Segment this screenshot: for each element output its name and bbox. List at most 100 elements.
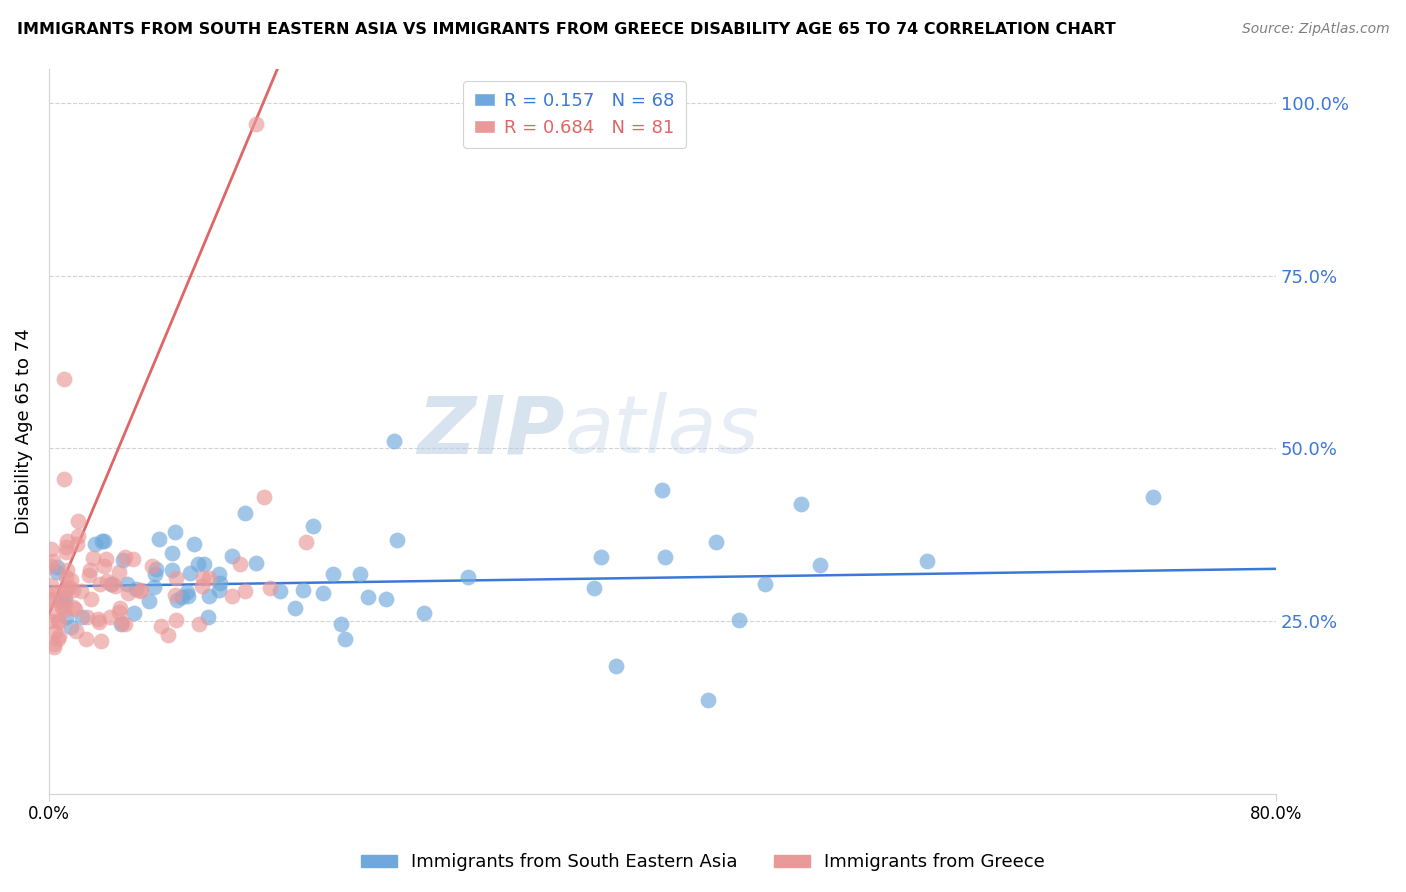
- Point: [312, 586, 335, 600]
- Point: [789, 497, 811, 511]
- Point: [53, 603, 76, 617]
- Point: [39, 559, 62, 574]
- Point: [808, 558, 831, 572]
- Point: [83, 537, 105, 551]
- Point: [374, 591, 396, 606]
- Point: [82, 550, 104, 565]
- Point: [39, 542, 62, 557]
- Point: [66, 514, 89, 528]
- Text: IMMIGRANTS FROM SOUTH EASTERN ASIA VS IMMIGRANTS FROM GREECE DISABILITY AGE 65 T: IMMIGRANTS FROM SOUTH EASTERN ASIA VS IM…: [17, 22, 1115, 37]
- Point: [89, 576, 111, 591]
- Point: [145, 562, 167, 576]
- Point: [100, 576, 122, 591]
- Point: [93, 534, 115, 549]
- Point: [221, 589, 243, 603]
- Point: [706, 534, 728, 549]
- Point: [197, 571, 219, 585]
- Point: [191, 579, 214, 593]
- Point: [62, 583, 84, 598]
- Point: [177, 589, 200, 603]
- Point: [112, 553, 135, 567]
- Point: [42, 591, 65, 606]
- Point: [208, 582, 231, 597]
- Point: [333, 632, 356, 646]
- Text: atlas: atlas: [564, 392, 759, 470]
- Point: [117, 586, 139, 600]
- Point: [122, 606, 145, 620]
- Point: [187, 617, 209, 632]
- Point: [87, 612, 110, 626]
- Point: [170, 590, 193, 604]
- Point: [108, 605, 131, 619]
- Point: [53, 591, 76, 606]
- Point: [176, 584, 198, 599]
- Point: [197, 610, 219, 624]
- Point: [108, 565, 131, 579]
- Point: [80, 591, 103, 606]
- Point: [53, 372, 76, 386]
- Legend: Immigrants from South Eastern Asia, Immigrants from Greece: Immigrants from South Eastern Asia, Immi…: [353, 847, 1053, 879]
- Point: [138, 594, 160, 608]
- Y-axis label: Disability Age 65 to 74: Disability Age 65 to 74: [15, 328, 32, 534]
- Point: [65, 624, 87, 639]
- Point: [114, 549, 136, 564]
- Point: [253, 490, 276, 504]
- Point: [55, 540, 77, 554]
- Point: [651, 483, 673, 497]
- Point: [55, 569, 77, 583]
- Point: [96, 574, 118, 589]
- Point: [229, 557, 252, 571]
- Point: [46, 614, 69, 628]
- Point: [1142, 490, 1164, 504]
- Point: [53, 597, 76, 611]
- Point: [183, 537, 205, 551]
- Point: [160, 563, 183, 577]
- Point: [233, 584, 256, 599]
- Point: [191, 571, 214, 585]
- Point: [269, 583, 291, 598]
- Text: Source: ZipAtlas.com: Source: ZipAtlas.com: [1241, 22, 1389, 37]
- Point: [45, 585, 67, 599]
- Point: [165, 524, 187, 539]
- Point: [48, 615, 70, 629]
- Point: [654, 550, 676, 565]
- Point: [90, 533, 112, 548]
- Point: [56, 563, 79, 577]
- Point: [76, 610, 98, 624]
- Point: [103, 579, 125, 593]
- Point: [245, 556, 267, 570]
- Point: [75, 632, 97, 646]
- Point: [727, 613, 749, 627]
- Point: [45, 565, 67, 579]
- Point: [70, 610, 93, 624]
- Point: [605, 659, 627, 673]
- Point: [46, 632, 69, 647]
- Point: [122, 552, 145, 566]
- Point: [292, 583, 315, 598]
- Point: [157, 627, 180, 641]
- Point: [193, 557, 215, 571]
- Point: [330, 617, 353, 632]
- Point: [101, 577, 124, 591]
- Point: [245, 117, 267, 131]
- Point: [58, 580, 80, 594]
- Point: [129, 582, 152, 597]
- Point: [165, 613, 187, 627]
- Point: [51, 594, 73, 608]
- Point: [150, 619, 173, 633]
- Point: [67, 529, 90, 543]
- Point: [233, 506, 256, 520]
- Point: [187, 557, 209, 571]
- Text: ZIP: ZIP: [418, 392, 564, 470]
- Point: [162, 546, 184, 560]
- Point: [79, 563, 101, 577]
- Point: [42, 640, 65, 654]
- Point: [302, 519, 325, 533]
- Point: [42, 637, 65, 651]
- Point: [53, 472, 76, 486]
- Point: [39, 577, 62, 591]
- Point: [55, 610, 77, 624]
- Point: [166, 592, 188, 607]
- Point: [48, 629, 70, 643]
- Point: [42, 605, 65, 619]
